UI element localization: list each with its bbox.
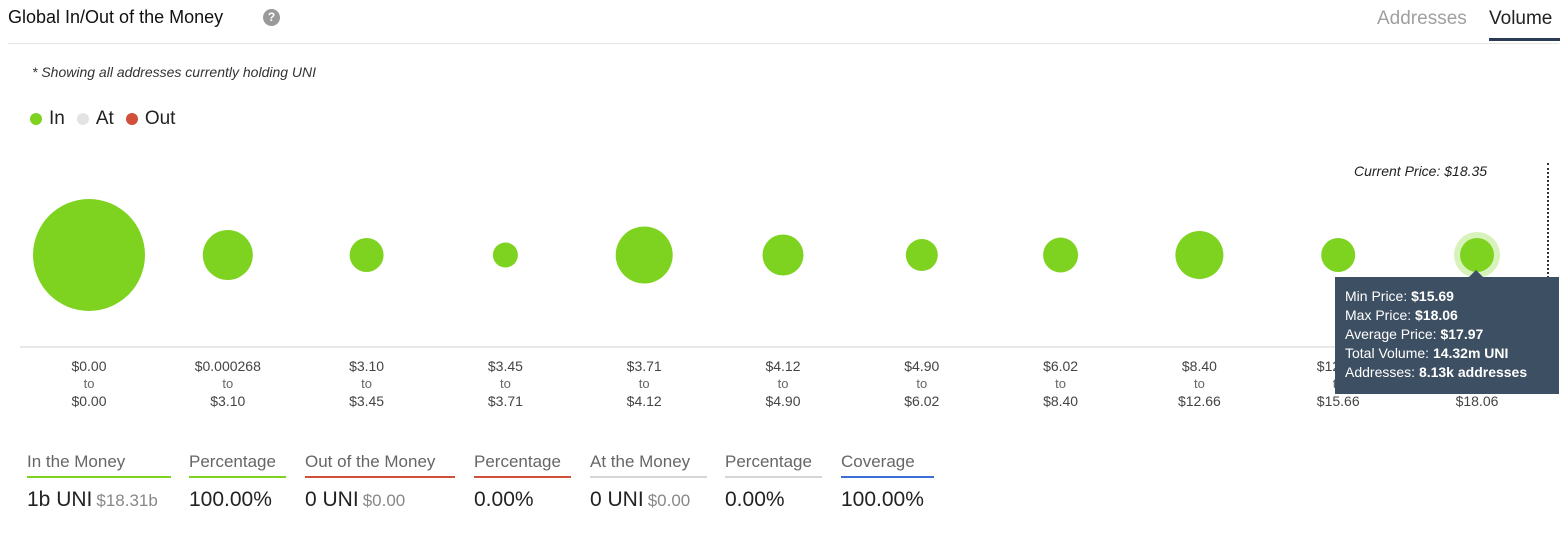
stat-label: In the Money (27, 452, 171, 478)
question-circle-icon[interactable]: ? (263, 9, 280, 26)
legend-at-dot (76, 113, 89, 125)
x-tick-to-word-0: to (84, 376, 95, 391)
header-divider (8, 43, 1559, 44)
stat-value: 0.00% (725, 488, 785, 511)
current-price-line (1547, 163, 1549, 286)
x-tick-to-1: $3.10 (210, 393, 245, 409)
bubble-0[interactable] (33, 199, 145, 311)
x-tick-from-7: $6.02 (1043, 358, 1078, 374)
bubble-3[interactable] (492, 242, 518, 268)
stat-out-percentage: Percentage 0.00% (474, 452, 571, 512)
x-tick-to-0: $0.00 (71, 393, 106, 409)
x-tick-to-word-3: to (500, 376, 511, 391)
stat-sub-value: $0.00 (647, 491, 691, 510)
stat-label: Percentage (474, 452, 571, 478)
bubble-9[interactable] (1321, 238, 1356, 272)
tooltip-average-price: Average Price: $17.97 (1345, 326, 1484, 342)
x-tick-to-word-1: to (222, 376, 233, 391)
x-tick-to-7: $8.40 (1043, 393, 1078, 409)
stat-value: 0 UNI (590, 488, 644, 511)
x-tick-to-word-6: to (916, 376, 927, 391)
stat-sub-value: $0.00 (362, 491, 406, 510)
stat-sub-value: $18.31b (96, 491, 158, 510)
tab-addresses[interactable]: Addresses (1377, 8, 1467, 29)
bubble-8[interactable] (1175, 231, 1224, 279)
legend-item-at[interactable]: At (76, 108, 114, 130)
x-tick-from-3: $3.45 (488, 358, 523, 374)
x-tick-to-word-2: to (361, 376, 372, 391)
stat-in-percentage: Percentage 100.00% (189, 452, 286, 512)
x-tick-to-10: $18.06 (1456, 393, 1499, 409)
bubble-5[interactable] (762, 234, 804, 276)
x-tick-from-1: $0.000268 (195, 358, 261, 374)
x-tick-to-2: $3.45 (349, 393, 384, 409)
bubble-7[interactable] (1043, 237, 1079, 273)
x-tick-from-0: $0.00 (71, 358, 106, 374)
bubble-1[interactable] (202, 230, 253, 280)
x-tick-to-6: $6.02 (904, 393, 939, 409)
bubble-10[interactable] (1460, 238, 1494, 272)
price-range-tooltip: Min Price: $15.69 Max Price: $18.06 Aver… (1335, 277, 1559, 394)
active-tab-indicator (1489, 38, 1560, 41)
legend-in-label: In (49, 108, 65, 129)
bubble-2[interactable] (349, 238, 384, 272)
current-price-label: Current Price: $18.35 (1354, 163, 1488, 179)
stat-value: 0.00% (474, 488, 534, 511)
legend-out-label: Out (144, 108, 176, 129)
x-tick-to-word-5: to (778, 376, 789, 391)
chart-legend: In At Out (30, 108, 187, 130)
page-title: Global In/Out of the Money (8, 7, 224, 27)
tooltip-min-price: Min Price: $15.69 (1345, 288, 1454, 304)
stat-at-percentage: Percentage 0.00% (725, 452, 822, 512)
x-tick-from-5: $4.12 (765, 358, 800, 374)
legend-at-label: At (95, 108, 114, 129)
x-tick-from-8: $8.40 (1182, 358, 1217, 374)
stat-value: 0 UNI (305, 488, 359, 511)
x-tick-to-5: $4.90 (765, 393, 800, 409)
bubble-6[interactable] (905, 239, 938, 271)
legend-item-out[interactable]: Out (125, 108, 176, 130)
stat-value: 100.00% (841, 488, 924, 511)
tooltip-total-volume: Total Volume: 14.32m UNI (1345, 345, 1509, 361)
header: Global In/Out of the Money ? Addresses V… (0, 0, 1567, 44)
x-tick-from-2: $3.10 (349, 358, 384, 374)
stat-label: Percentage (189, 452, 286, 478)
tooltip-arrow (1468, 270, 1484, 278)
x-tick-to-9: $15.66 (1317, 393, 1360, 409)
legend-item-in[interactable]: In (30, 108, 65, 130)
x-tick-from-6: $4.90 (904, 358, 939, 374)
stat-label: Percentage (725, 452, 822, 478)
stat-out-of-the-money: Out of the Money 0 UNI $0.00 (305, 452, 455, 512)
tooltip-max-price: Max Price: $18.06 (1345, 307, 1458, 323)
x-tick-to-4: $4.12 (627, 393, 662, 409)
bubble-chart: $0.00 to $0.00 $0.000268 to $3.10 $3.10 to $3.45… (20, 199, 1533, 409)
x-tick-to-word-8: to (1194, 376, 1205, 391)
stat-value: 1b UNI (27, 488, 93, 511)
stat-label: Out of the Money (305, 452, 455, 478)
stat-label: Coverage (841, 452, 934, 478)
tab-volume[interactable]: Volume (1489, 8, 1553, 29)
x-tick-to-word-7: to (1055, 376, 1066, 391)
stat-at-the-money: At the Money 0 UNI $0.00 (590, 452, 707, 512)
x-tick-from-4: $3.71 (627, 358, 662, 374)
stat-coverage: Coverage 100.00% (841, 452, 934, 512)
legend-out-dot (125, 113, 138, 125)
x-tick-to-word-4: to (639, 376, 650, 391)
holding-note: * Showing all addresses currently holdin… (32, 64, 317, 80)
legend-in-dot (30, 113, 42, 125)
x-tick-to-8: $12.66 (1178, 393, 1221, 409)
stat-label: At the Money (590, 452, 707, 478)
tooltip-addresses: Addresses: 8.13k addresses (1345, 364, 1528, 380)
stat-value: 100.00% (189, 488, 272, 511)
bubble-4[interactable] (615, 226, 673, 284)
stat-in-the-money: In the Money 1b UNI $18.31b (27, 452, 171, 512)
x-tick-to-3: $3.71 (488, 393, 523, 409)
